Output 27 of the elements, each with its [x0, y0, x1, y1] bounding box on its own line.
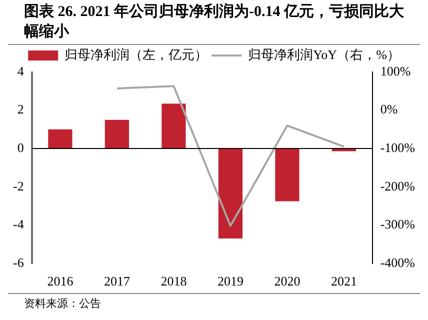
y-tick-label: -2	[12, 178, 24, 194]
y-tick-label: -4	[12, 216, 24, 232]
x-tick-label: 2020	[274, 274, 300, 289]
legend-label: 归母净利润（左，亿元）	[64, 46, 208, 62]
x-tick-label: 2017	[104, 274, 130, 289]
y-tick-label: -6	[12, 254, 24, 270]
bar	[104, 120, 130, 149]
y-tick-label: 0	[17, 140, 24, 155]
bar	[218, 148, 243, 239]
x-tick-label: 2021	[330, 274, 357, 289]
legend-label: 归母净利润YoY（右，%）	[248, 46, 400, 62]
chart-title: 图表 26. 2021 年公司归母净利润为-0.14 亿元，亏损同比大幅缩小	[8, 0, 420, 45]
x-tick-label: 2016	[47, 274, 74, 289]
y2-tick-label: -200%	[380, 178, 416, 194]
y-tick-label: 2	[17, 102, 24, 117]
y2-tick-label: -300%	[380, 216, 416, 232]
y2-tick-label: 0%	[380, 102, 398, 117]
bar	[48, 129, 72, 149]
x-tick-label: 2018	[160, 274, 187, 289]
text: 资料来源：公告	[8, 293, 420, 313]
y-tick-label: 4	[17, 63, 24, 78]
y2-tick-label: -400%	[380, 254, 416, 270]
y2-tick-label: -100%	[380, 140, 416, 155]
x-tick-label: 2019	[217, 274, 244, 289]
bar	[275, 148, 300, 202]
bar	[162, 104, 186, 149]
y2-tick-label: 100%	[380, 63, 411, 78]
